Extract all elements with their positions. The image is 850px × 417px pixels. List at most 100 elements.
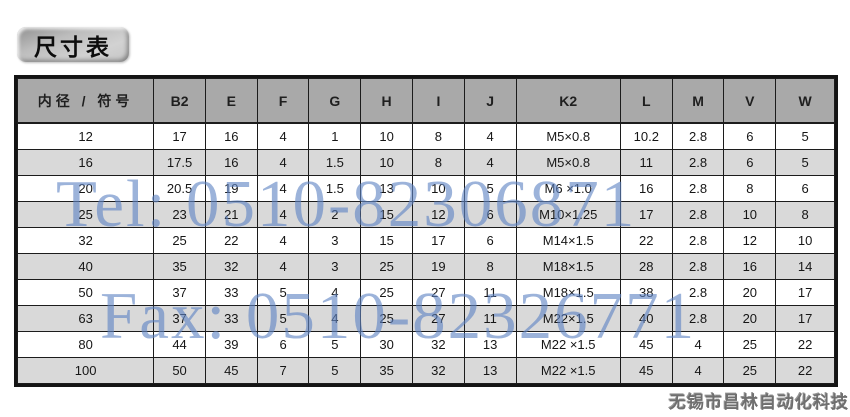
column-header: L bbox=[619, 78, 673, 124]
table-cell: 4 bbox=[256, 149, 310, 176]
table-cell: 15 bbox=[360, 227, 413, 254]
table-row: 50 37 33 5 4 25 27 11 M18×1.5 38 2.8 20 17 bbox=[16, 279, 835, 306]
table-cell: 4 bbox=[463, 122, 517, 150]
table-cell: 27 bbox=[412, 279, 465, 306]
table-row: 63 37 33 5 4 25 27 11 M22×1.5 40 2.8 20 17 bbox=[16, 305, 835, 332]
table-cell: 25 bbox=[723, 331, 777, 358]
dimension-table-badge-label: 尺寸表 bbox=[34, 33, 112, 60]
header-row: 内径 / 符号 B2 E F G H I J K2 L M V W bbox=[16, 78, 835, 124]
table-cell: 25 bbox=[153, 227, 206, 254]
table-cell: 11 bbox=[463, 305, 517, 332]
table-cell: 16 bbox=[204, 122, 258, 150]
column-header: W bbox=[775, 78, 835, 124]
table-cell: 5 bbox=[308, 331, 362, 358]
table-cell: 50 bbox=[16, 279, 155, 306]
table-cell: 15 bbox=[360, 201, 413, 228]
table-cell: 27 bbox=[412, 305, 465, 332]
dimension-table: 内径 / 符号 B2 E F G H I J K2 L M V W 12 17 16 4 1 10 8 4 M5×0.8… bbox=[14, 75, 838, 387]
table-cell: 5 bbox=[308, 357, 362, 384]
table-cell: 11 bbox=[619, 149, 673, 176]
column-header: V bbox=[723, 78, 777, 124]
table-cell: 45 bbox=[619, 357, 673, 384]
table-cell: 20 bbox=[723, 305, 777, 332]
table-row: 20 20.5 19 4 1.5 13 10 5 M6 ×1.0 16 2.8 8 6 bbox=[16, 175, 835, 202]
table-cell: 17 bbox=[153, 122, 206, 150]
table-row: 80 44 39 6 5 30 32 13 M22 ×1.5 45 4 25 22 bbox=[16, 331, 835, 358]
company-watermark: 无锡市昌林自动化科技 bbox=[669, 393, 849, 412]
table-cell: 1.5 bbox=[308, 175, 362, 202]
table-cell: 2.8 bbox=[671, 279, 725, 306]
table-cell: 32 bbox=[204, 253, 258, 280]
table-cell: 4 bbox=[308, 279, 362, 306]
table-cell: 32 bbox=[412, 357, 465, 384]
table-row: 32 25 22 4 3 15 17 6 M14×1.5 22 2.8 12 10 bbox=[16, 227, 835, 254]
table-cell: 33 bbox=[204, 279, 258, 306]
table-cell: 10 bbox=[723, 201, 777, 228]
table-cell: 35 bbox=[360, 357, 413, 384]
table-cell: 8 bbox=[463, 253, 517, 280]
table-row: 40 35 32 4 3 25 19 8 M18×1.5 28 2.8 16 14 bbox=[16, 253, 835, 280]
table-cell: M6 ×1.0 bbox=[515, 175, 621, 202]
table-cell: 21 bbox=[204, 201, 258, 228]
table-cell: 39 bbox=[204, 331, 258, 358]
table-cell: 3 bbox=[308, 253, 362, 280]
table-cell: 4 bbox=[463, 149, 517, 176]
table-cell: 10 bbox=[412, 175, 465, 202]
table-cell: 13 bbox=[463, 331, 517, 358]
table-cell: 6 bbox=[723, 122, 777, 150]
table-cell: 5 bbox=[775, 122, 835, 150]
table-cell: M22×1.5 bbox=[515, 305, 621, 332]
table-cell: 2.8 bbox=[671, 253, 725, 280]
table-cell: 7 bbox=[256, 357, 310, 384]
table-cell: 100 bbox=[16, 357, 155, 384]
table-cell: 80 bbox=[16, 331, 155, 358]
table-cell: 4 bbox=[256, 227, 310, 254]
table-cell: M5×0.8 bbox=[515, 149, 621, 176]
table-row: 25 23 21 4 2 15 12 6 M10×1.25 17 2.8 10 8 bbox=[16, 201, 835, 228]
table-cell: 25 bbox=[360, 253, 413, 280]
table-cell: 38 bbox=[619, 279, 673, 306]
table-cell: 2.8 bbox=[671, 175, 725, 202]
table-cell: 5 bbox=[463, 175, 517, 202]
column-header: E bbox=[204, 78, 258, 124]
table-cell: M10×1.25 bbox=[515, 201, 621, 228]
table-cell: 16 bbox=[16, 149, 155, 176]
column-header: 内径 / 符号 bbox=[16, 78, 155, 124]
table-cell: 6 bbox=[723, 149, 777, 176]
table-cell: 12 bbox=[723, 227, 777, 254]
table-cell: 10 bbox=[360, 149, 413, 176]
table-row: 100 50 45 7 5 35 32 13 M22 ×1.5 45 4 25 22 bbox=[16, 357, 835, 384]
column-header: F bbox=[256, 78, 310, 124]
table-cell: 6 bbox=[775, 175, 835, 202]
table-cell: 45 bbox=[204, 357, 258, 384]
table-cell: 6 bbox=[463, 227, 517, 254]
table-cell: 37 bbox=[153, 279, 206, 306]
table-cell: 14 bbox=[775, 253, 835, 280]
table-cell: M14×1.5 bbox=[515, 227, 621, 254]
table-cell: 8 bbox=[775, 201, 835, 228]
table-cell: 44 bbox=[153, 331, 206, 358]
table-cell: 17 bbox=[775, 279, 835, 306]
column-header: I bbox=[412, 78, 465, 124]
table-cell: 3 bbox=[308, 227, 362, 254]
table-cell: 17 bbox=[412, 227, 465, 254]
table-cell: 16 bbox=[619, 175, 673, 202]
table-cell: 1.5 bbox=[308, 149, 362, 176]
table-body: 12 17 16 4 1 10 8 4 M5×0.8 10.2 2.8 6 5 16 17.5 16 4 1.5 1… bbox=[16, 122, 835, 384]
table-cell: 28 bbox=[619, 253, 673, 280]
table-row: 12 17 16 4 1 10 8 4 M5×0.8 10.2 2.8 6 5 bbox=[16, 122, 835, 150]
table-cell: 8 bbox=[412, 122, 465, 150]
table-cell: 8 bbox=[723, 175, 777, 202]
table-cell: 2.8 bbox=[671, 305, 725, 332]
table-cell: 22 bbox=[775, 331, 835, 358]
table-cell: 17 bbox=[619, 201, 673, 228]
table-cell: 6 bbox=[256, 331, 310, 358]
table-cell: 16 bbox=[204, 149, 258, 176]
table-cell: 40 bbox=[16, 253, 155, 280]
table-cell: 10.2 bbox=[619, 122, 673, 150]
table-cell: 10 bbox=[360, 122, 413, 150]
table-cell: 5 bbox=[256, 305, 310, 332]
table-cell: 17 bbox=[775, 305, 835, 332]
table-cell: 2.8 bbox=[671, 122, 725, 150]
table-cell: 4 bbox=[256, 253, 310, 280]
